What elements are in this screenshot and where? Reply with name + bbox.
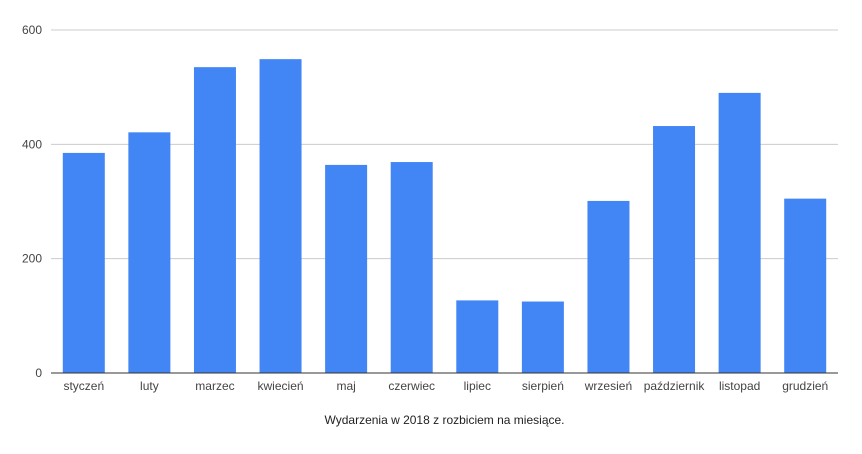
y-tick-label: 400 [22, 137, 42, 151]
y-axis-ticks: 0 200 400 600 [22, 23, 42, 380]
bars [62, 59, 827, 374]
x-tick-label: kwiecień [258, 379, 304, 393]
bar [390, 162, 433, 373]
bar [62, 152, 105, 373]
x-tick-label: maj [336, 379, 355, 393]
gridlines [51, 29, 838, 260]
x-tick-label: listopad [719, 379, 760, 393]
bar [456, 300, 499, 373]
x-tick-label: lipiec [464, 379, 491, 393]
bar [325, 164, 368, 373]
x-tick-label: marzec [195, 379, 234, 393]
bar [718, 92, 761, 373]
x-axis-title: Wydarzenia w 2018 z rozbiciem na miesiąc… [325, 413, 565, 427]
y-tick-label: 0 [35, 366, 42, 380]
x-tick-label: sierpień [522, 379, 564, 393]
x-axis-ticks: styczeń luty marzec kwiecień maj czerwiec lipi… [63, 379, 828, 393]
y-tick-label: 600 [22, 23, 42, 37]
x-tick-label: styczeń [63, 379, 104, 393]
bar [784, 198, 827, 373]
x-tick-label: październik [644, 379, 706, 393]
x-tick-label: luty [140, 379, 159, 393]
y-tick-label: 200 [22, 252, 42, 266]
bar [128, 132, 171, 373]
bar [521, 301, 564, 373]
x-tick-label: grudzień [782, 379, 828, 393]
x-tick-label: wrzesień [584, 379, 632, 393]
bar [193, 67, 236, 374]
bar [653, 126, 696, 373]
bar [259, 59, 302, 373]
bar [587, 200, 630, 373]
x-tick-label: czerwiec [388, 379, 435, 393]
